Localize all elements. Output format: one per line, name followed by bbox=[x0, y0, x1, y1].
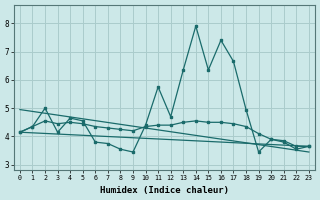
X-axis label: Humidex (Indice chaleur): Humidex (Indice chaleur) bbox=[100, 186, 229, 195]
